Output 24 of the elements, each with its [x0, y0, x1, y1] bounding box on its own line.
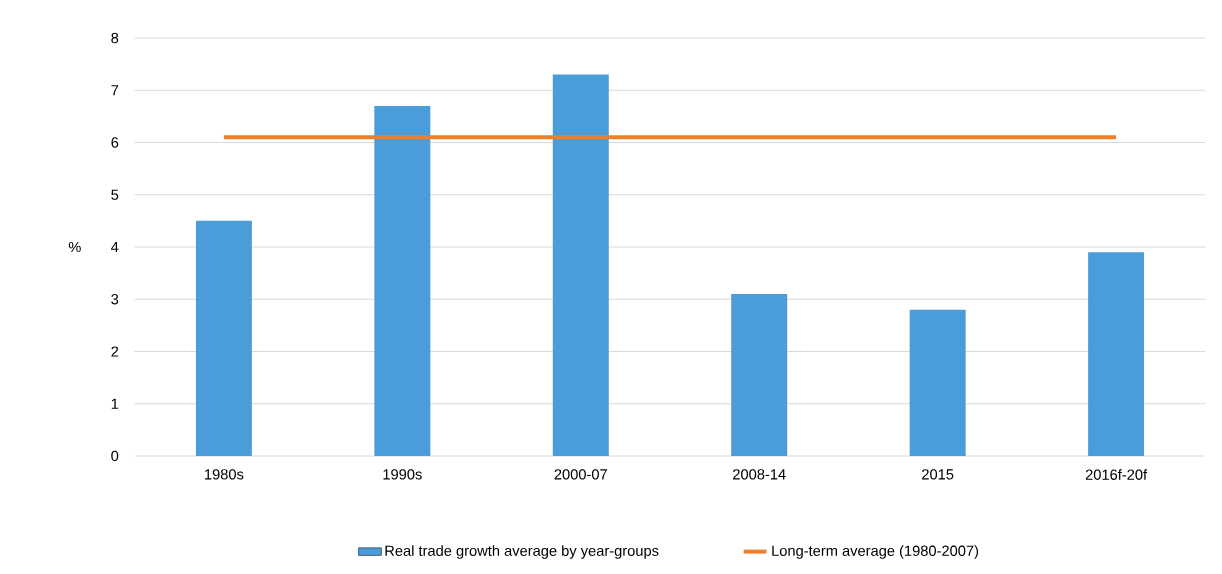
y-tick-label: 2: [111, 346, 119, 357]
x-tick-label: 2000-07: [554, 469, 607, 480]
bar: [552, 74, 609, 456]
y-tick-label: 5: [111, 189, 119, 200]
y-axis-title: %: [68, 241, 81, 253]
y-tick-label: 1: [111, 398, 119, 409]
bar: [195, 220, 252, 456]
y-tick-label: 7: [111, 85, 119, 96]
bar: [374, 105, 431, 456]
bar: [731, 294, 788, 456]
legend-label: Long-term average (1980-2007): [772, 545, 979, 559]
x-tick-label: 2016f-20f: [1085, 469, 1148, 480]
y-tick-label: 8: [111, 32, 119, 44]
bar: [1088, 252, 1145, 456]
x-tick-label: 1980s: [205, 469, 244, 480]
y-tick-label: 6: [111, 137, 119, 148]
x-tick-label: 2015: [922, 469, 954, 480]
x-tick-label: 1990s: [383, 469, 422, 480]
legend-label: Real trade growth average by year-groups: [385, 545, 659, 559]
y-tick-label: 3: [111, 294, 119, 305]
bar: [909, 309, 966, 456]
y-tick-label: 4: [111, 241, 119, 253]
y-tick-label: 0: [111, 450, 119, 462]
x-tick-label: 2008-14: [733, 469, 786, 480]
